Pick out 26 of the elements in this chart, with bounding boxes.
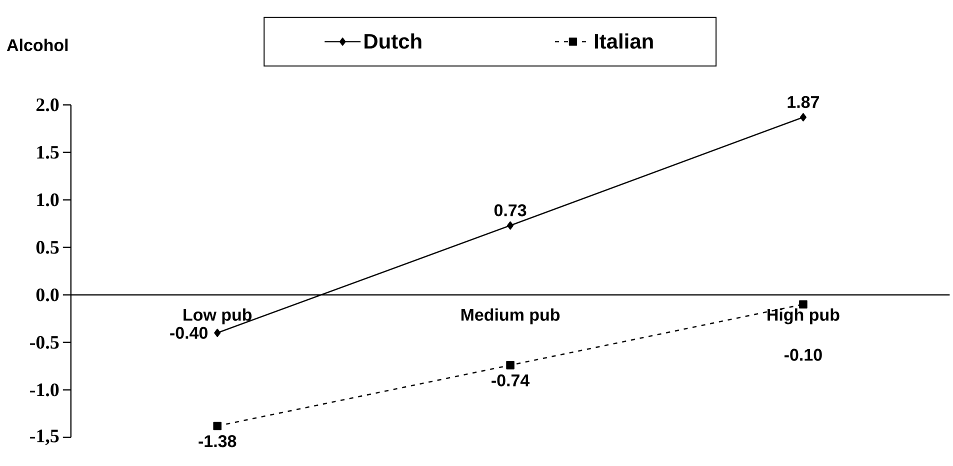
y-tick-label: 0.5	[36, 240, 59, 254]
y-tick-label: 1.5	[37, 146, 59, 159]
y-axis-title: Alcohol	[6, 38, 68, 52]
x-tick-label: Low pub	[184, 308, 252, 324]
x-tick-label: High pub	[768, 308, 840, 324]
legend-label: Italian	[594, 33, 653, 49]
data-label: -0.10	[784, 348, 822, 361]
data-label: -0.74	[492, 374, 530, 386]
point	[214, 328, 221, 337]
data-label: -0.40	[170, 326, 208, 339]
y-tick-label: 2.0	[36, 98, 59, 112]
data-label: 1.87	[788, 96, 819, 108]
y-tick-label: -1.0	[30, 383, 59, 396]
point	[800, 112, 806, 122]
y-tick-label: 0.0	[36, 288, 59, 302]
data-label: -1.38	[198, 434, 236, 448]
y-tick-label: -1,5	[30, 429, 59, 445]
y-tick-label: 1.0	[37, 193, 59, 206]
y-tick-label: -0.5	[30, 336, 59, 349]
data-label: 0.73	[494, 204, 526, 216]
point	[799, 300, 808, 308]
point	[213, 422, 222, 430]
point	[507, 221, 514, 230]
point	[506, 360, 514, 370]
legend-label: Dutch	[364, 33, 422, 49]
x-tick-label: Medium pub	[461, 308, 560, 324]
